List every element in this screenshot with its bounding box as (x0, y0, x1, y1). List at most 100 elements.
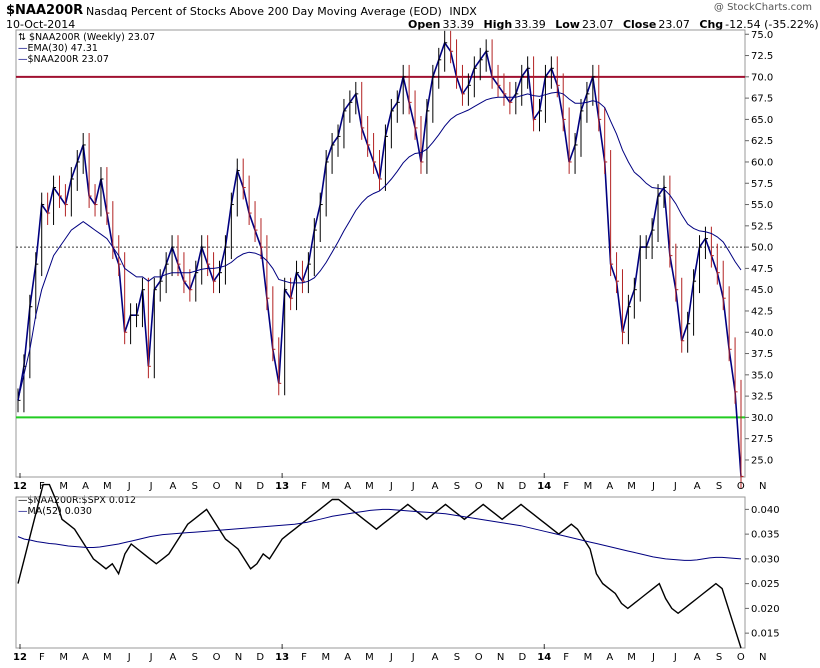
legend-line-icon: — (18, 43, 28, 54)
x-tick-label: J (411, 481, 415, 492)
legend-item-price-line: —$NAA200R 23.07 (18, 54, 155, 65)
x-tick-label: F (39, 652, 45, 663)
y-tick-label: 0.020 (751, 604, 780, 615)
y-tick-label: 0.015 (751, 629, 780, 640)
x-tick-label: N (497, 652, 504, 663)
legend-label: $NAA200R 23.07 (27, 54, 109, 65)
y-tick-label: 0.025 (751, 579, 780, 590)
chart-title: Nasdaq Percent of Stocks Above 200 Day M… (86, 5, 477, 18)
x-tick-label: S (192, 652, 198, 663)
exchange-label: INDX (449, 5, 477, 18)
high-label: High (483, 18, 513, 31)
watermark: @ StockCharts.com (713, 2, 812, 13)
x-tick-label: D (256, 652, 264, 663)
main-panel: 25.0 27.5 30.0 32.5 35.0 37.5 40.0 42.5 45.0 47.5… (15, 29, 773, 489)
series-line-average (17, 508, 742, 561)
y-tick-label: 42.5 (751, 306, 773, 317)
x-tick-label: M (365, 481, 374, 492)
x-tick-label: N (235, 652, 242, 663)
quote-strip: Open 33.39 High 33.39 Low 23.07 Close 23.07 … (408, 18, 820, 31)
y-tick-label: 72.5 (751, 51, 773, 62)
x-tick-label: J (651, 481, 655, 492)
legend-label: $NAA200R:$SPX 0.012 (27, 495, 137, 506)
y-tick-label: 50.0 (751, 243, 773, 254)
x-tick-label: S (192, 481, 198, 492)
x-tick-label: 12 (13, 652, 27, 663)
lower-x-axis: 12 F M A M J J A S O N D 13 F M A M J J A S O N D 14 F M A M J J A S O N (13, 644, 766, 663)
x-tick-label: A (169, 652, 176, 663)
y-tick-label: 70.0 (751, 72, 773, 83)
x-tick-label: A (694, 481, 701, 492)
x-tick-label: M (103, 481, 112, 492)
main-x-axis: 12 F M A M J J A S O N D 13 F M A M J J A S O N D 14 F M A M J J A S O N (13, 473, 766, 492)
x-tick-label: J (673, 652, 677, 663)
x-tick-label: J (127, 481, 131, 492)
legend-item-ratio: —$NAA200R:$SPX 0.012 (18, 495, 136, 506)
x-tick-label: O (737, 481, 745, 492)
x-tick-label: J (127, 652, 131, 663)
x-tick-label: M (584, 652, 593, 663)
x-tick-label: S (454, 481, 460, 492)
main-legend: ⇅ $NAA200R (Weekly) 23.07 —EMA(30) 47.31… (18, 32, 155, 65)
open-value: 33.39 (442, 18, 475, 31)
x-tick-label: O (213, 481, 221, 492)
y-tick-label: 0.035 (751, 530, 780, 541)
y-tick-label: 30.0 (751, 413, 773, 424)
low-label: Low (555, 18, 580, 31)
x-tick-label: S (716, 652, 722, 663)
open-label: Open (408, 18, 441, 31)
y-tick-label: 37.5 (751, 349, 773, 360)
x-tick-label: A (82, 481, 89, 492)
y-tick-label: 35.0 (751, 370, 773, 381)
series-line-primary (17, 41, 742, 477)
x-tick-label: O (475, 652, 483, 663)
x-tick-label: M (321, 481, 330, 492)
x-tick-label: D (519, 652, 527, 663)
x-tick-label: A (432, 481, 439, 492)
close-label: Close (622, 18, 657, 31)
chg-value: -12.54 (-35.22%) (725, 18, 819, 31)
legend-label: EMA(30) 47.31 (27, 43, 98, 54)
legend-label: $NAA200R (Weekly) 23.07 (29, 32, 156, 43)
x-tick-label: N (759, 481, 766, 492)
x-tick-label: F (563, 652, 569, 663)
x-tick-label: F (301, 481, 307, 492)
plot-frame (15, 496, 746, 649)
chart-date: 10-Oct-2014 (6, 18, 76, 31)
y-tick-label: 0.040 (751, 505, 780, 516)
y-tick-label: 55.0 (751, 200, 773, 211)
x-tick-label: J (651, 652, 655, 663)
y-tick-label: 32.5 (751, 392, 773, 403)
x-tick-label: F (563, 481, 569, 492)
x-tick-label: O (213, 652, 221, 663)
x-tick-label: D (256, 481, 264, 492)
high-value: 33.39 (514, 18, 546, 31)
y-tick-label: 62.5 (751, 136, 773, 147)
x-tick-label: D (519, 481, 527, 492)
legend-line-icon: — (18, 506, 28, 517)
plot-frame (15, 29, 746, 478)
y-tick-label: 47.5 (751, 264, 773, 275)
x-tick-label: A (169, 481, 176, 492)
y-tick-label: 67.5 (751, 94, 773, 105)
y-tick-label: 65.0 (751, 115, 773, 126)
x-tick-label: M (584, 481, 593, 492)
x-tick-label: J (411, 652, 415, 663)
x-tick-label: F (301, 652, 307, 663)
x-tick-label: M (103, 652, 112, 663)
legend-line-icon: — (18, 495, 28, 506)
y-tick-label: 40.0 (751, 328, 773, 339)
x-tick-label: O (475, 481, 483, 492)
x-tick-label: J (389, 652, 393, 663)
x-tick-label: N (497, 481, 504, 492)
x-tick-label: J (673, 481, 677, 492)
x-tick-label: M (627, 652, 636, 663)
series-line-primary (17, 483, 742, 649)
chart-ticker: $NAA200R (6, 3, 84, 18)
x-tick-label: 12 (13, 481, 27, 492)
x-tick-label: M (365, 652, 374, 663)
legend-line-icon: — (18, 54, 28, 65)
y-tick-label: 27.5 (751, 434, 773, 445)
x-tick-label: J (149, 481, 153, 492)
